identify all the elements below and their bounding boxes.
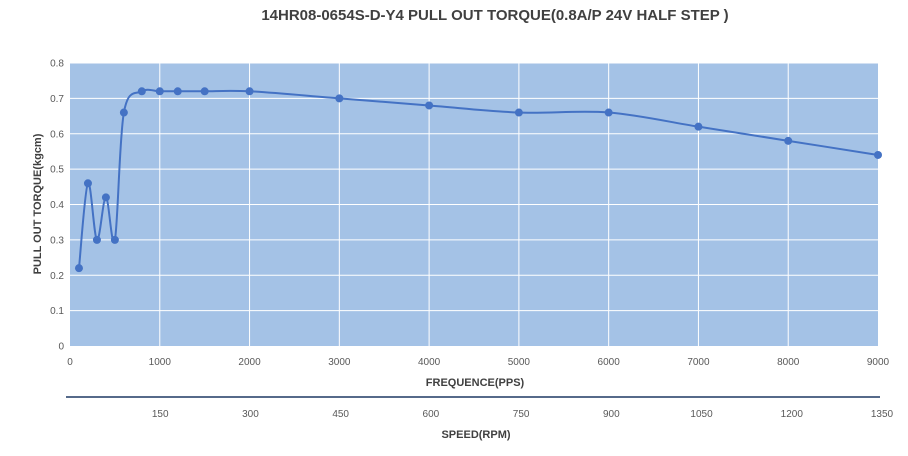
data-point	[604, 108, 613, 117]
data-point	[245, 87, 254, 96]
x-tick-label: 4000	[418, 357, 441, 368]
data-point	[425, 101, 434, 110]
x-tick-label: 7000	[687, 357, 710, 368]
y-tick-labels: 0 0.1 0.2 0.3 0.4 0.5 0.6 0.7 0.8	[50, 59, 64, 353]
x-tick-label: 1000	[149, 357, 172, 368]
x-tick-label: 8000	[777, 357, 800, 368]
x-tick-labels: 0 1000 2000 3000 4000 5000 6000 7000 8000 9000	[67, 357, 889, 368]
speed-tick-label: 900	[603, 409, 620, 420]
data-point	[74, 264, 83, 273]
data-point	[155, 87, 164, 96]
speed-tick-label: 1200	[781, 409, 804, 420]
data-point	[784, 136, 793, 145]
x-tick-label: 5000	[508, 357, 531, 368]
data-points	[74, 87, 882, 273]
y-tick-label: 0	[58, 342, 64, 353]
x-tick-label: 9000	[867, 357, 890, 368]
x-axis-title: FREQUENCE(PPS)	[426, 377, 525, 389]
data-point	[92, 235, 101, 244]
speed-tick-label: 600	[423, 409, 440, 420]
y-axis-title: PULL OUT TORQUE(kgcm)	[32, 133, 44, 274]
speed-tick-label: 1350	[871, 409, 894, 420]
secondary-x-axis-title: SPEED(RPM)	[441, 429, 510, 441]
y-tick-label: 0.8	[50, 59, 64, 70]
data-point	[101, 193, 110, 202]
speed-tick-labels: 150 300 450 600 750 900 1050 1200 1350	[152, 409, 894, 420]
speed-tick-label: 300	[242, 409, 259, 420]
x-tick-label: 0	[67, 357, 73, 368]
data-point	[694, 122, 703, 131]
speed-tick-label: 1050	[690, 409, 713, 420]
data-point	[137, 87, 146, 96]
x-tick-label: 6000	[598, 357, 621, 368]
speed-tick-label: 750	[513, 409, 530, 420]
data-point	[173, 87, 182, 96]
y-tick-label: 0.3	[50, 235, 64, 246]
speed-tick-label: 150	[152, 409, 169, 420]
x-tick-label: 3000	[328, 357, 351, 368]
chart-title: 14HR08-0654S-D-Y4 PULL OUT TORQUE(0.8A/P…	[261, 7, 728, 24]
speed-tick-label: 450	[332, 409, 349, 420]
data-point	[200, 87, 209, 96]
data-point	[83, 179, 92, 188]
data-point	[335, 94, 344, 103]
y-tick-label: 0.1	[50, 306, 64, 317]
y-tick-label: 0.6	[50, 129, 64, 140]
y-tick-label: 0.5	[50, 165, 64, 176]
data-point	[874, 150, 882, 159]
y-tick-label: 0.4	[50, 200, 64, 211]
x-tick-label: 2000	[238, 357, 261, 368]
data-point	[119, 108, 128, 117]
data-point	[110, 235, 119, 244]
y-tick-label: 0.7	[50, 94, 64, 105]
data-point	[514, 108, 523, 117]
grid-lines	[70, 62, 878, 346]
y-tick-label: 0.2	[50, 271, 64, 282]
